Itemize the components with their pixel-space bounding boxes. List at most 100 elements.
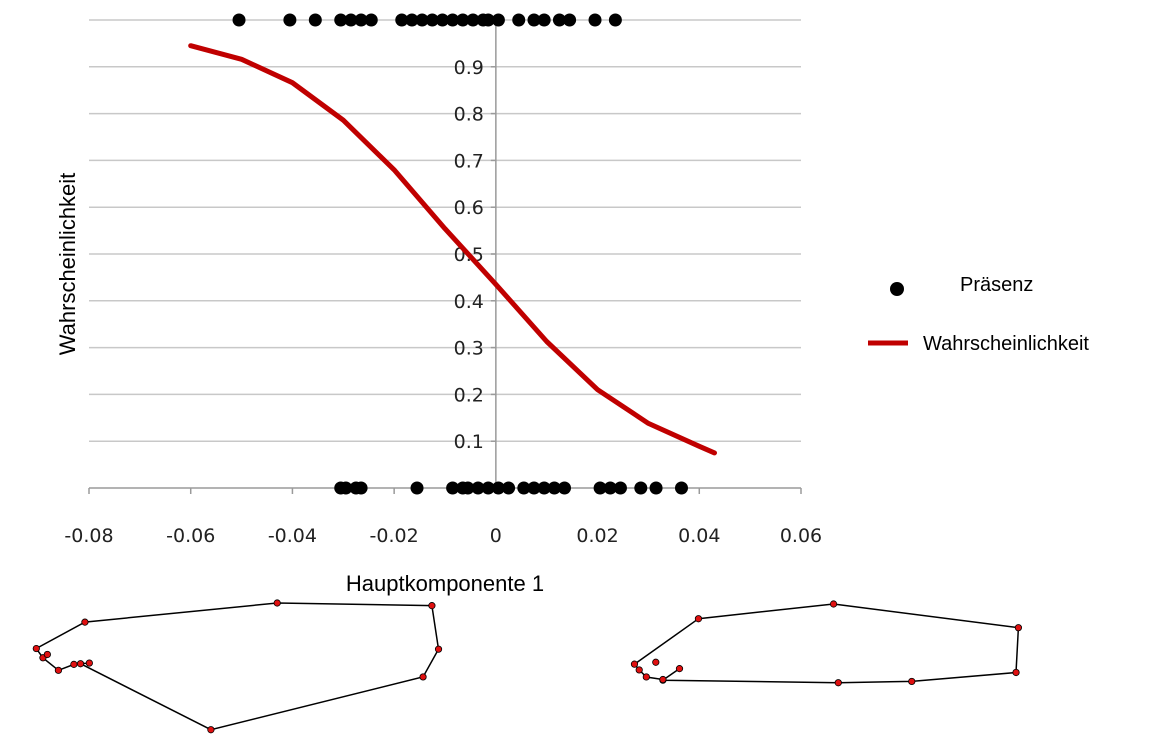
presence-point xyxy=(354,13,368,27)
outline-polygon xyxy=(35,602,440,731)
x-tick-label: 0 xyxy=(490,525,502,547)
landmark-point xyxy=(81,618,89,626)
landmark-point xyxy=(659,675,667,684)
presence-point xyxy=(537,481,551,495)
legend: Präsenz Wahrscheinlichkeit xyxy=(868,274,1089,355)
legend-label-probability: Wahrscheinlichkeit xyxy=(923,333,1089,355)
presence-point xyxy=(471,481,485,495)
x-tick-label: -0.04 xyxy=(268,525,317,547)
presence-point xyxy=(339,481,353,495)
presence-point xyxy=(491,13,505,27)
presence-point xyxy=(552,13,566,27)
presence-point xyxy=(603,481,617,495)
legend-marker-presence xyxy=(890,282,904,296)
outline-right xyxy=(630,600,1023,687)
x-tick-label: 0.02 xyxy=(576,525,618,547)
presence-point xyxy=(502,481,516,495)
presence-point xyxy=(446,13,460,27)
presence-point xyxy=(308,13,322,27)
presence-point xyxy=(613,481,627,495)
presence-point xyxy=(344,13,358,27)
plot-area: -0.08 -0.06 -0.04 -0.02 0 0.02 0.04 0.06 0.1 0.2… xyxy=(55,13,822,596)
y-tick-label: 0.9 xyxy=(454,57,484,79)
outline-left xyxy=(32,599,443,734)
y-axis-ticks: 0.10.20.30.40.50.60.70.80.9 xyxy=(454,57,496,453)
landmark-point xyxy=(1012,668,1020,677)
landmark-point xyxy=(419,673,427,681)
x-tick-label: -0.02 xyxy=(370,525,419,547)
landmark-point xyxy=(54,666,63,674)
presence-point xyxy=(588,13,602,27)
legend-label-presence: Präsenz xyxy=(960,274,1033,296)
x-tick-label: 0.06 xyxy=(780,525,822,547)
presence-point xyxy=(608,13,622,27)
presence-point xyxy=(674,481,688,495)
presence-point xyxy=(395,13,409,27)
presence-point xyxy=(527,13,541,27)
landmark-point xyxy=(635,666,643,674)
landmark-point xyxy=(694,615,703,623)
presence-point xyxy=(456,13,470,27)
presence-point xyxy=(547,481,561,495)
landmark-point xyxy=(829,600,838,608)
presence-point xyxy=(491,481,505,495)
presence-point xyxy=(527,481,541,495)
outline-shapes xyxy=(32,599,1023,734)
landmark-point xyxy=(834,679,842,687)
landmark-point xyxy=(43,650,51,659)
presence-point xyxy=(634,481,648,495)
presence-point xyxy=(354,481,368,495)
landmark-point xyxy=(434,645,443,653)
y-tick-label: 0.3 xyxy=(454,338,484,360)
outline-polygon xyxy=(633,603,1020,684)
presence-point xyxy=(446,481,460,495)
landmark-point xyxy=(70,660,78,668)
gridlines xyxy=(89,19,801,442)
presence-point xyxy=(435,13,449,27)
y-axis-title: Wahrscheinlichkeit xyxy=(55,173,80,356)
x-tick-label: -0.06 xyxy=(166,525,215,547)
presence-point xyxy=(593,481,607,495)
landmark-point xyxy=(273,599,281,607)
y-tick-label: 0.7 xyxy=(454,150,484,172)
landmark-point xyxy=(428,602,436,610)
presence-point xyxy=(649,481,663,495)
landmark-point xyxy=(76,660,85,668)
presence-point xyxy=(232,13,246,27)
presence-point xyxy=(364,13,378,27)
presence-point xyxy=(283,13,297,27)
x-axis-title: Hauptkomponente 1 xyxy=(346,571,544,596)
presence-point xyxy=(481,481,495,495)
presence-point xyxy=(563,13,577,27)
x-axis-ticks: -0.08 -0.06 -0.04 -0.02 0 0.02 0.04 0.06 xyxy=(64,488,822,547)
probability-line xyxy=(188,43,717,456)
landmark-point xyxy=(1014,624,1023,632)
y-tick-label: 0.4 xyxy=(454,291,484,313)
landmark-point xyxy=(652,658,660,666)
landmark-point xyxy=(85,659,93,667)
presence-point xyxy=(537,13,551,27)
landmark-point xyxy=(908,677,916,686)
presence-point xyxy=(558,481,572,495)
landmark-point xyxy=(642,673,650,681)
presence-point xyxy=(461,481,475,495)
presence-point xyxy=(410,481,424,495)
landmark-point xyxy=(32,644,40,653)
landmark-point xyxy=(630,660,639,668)
probability-curve xyxy=(188,43,717,456)
x-tick-label: -0.08 xyxy=(64,525,113,547)
x-tick-label: 0.04 xyxy=(678,525,720,547)
presence-point xyxy=(405,13,419,27)
presence-point xyxy=(517,481,531,495)
y-tick-label: 0.6 xyxy=(454,197,484,219)
presence-points xyxy=(232,13,688,495)
presence-point xyxy=(425,13,439,27)
y-tick-label: 0.1 xyxy=(454,431,484,453)
y-tick-label: 0.8 xyxy=(454,104,484,126)
y-tick-label: 0.2 xyxy=(454,384,484,406)
presence-point xyxy=(512,13,526,27)
presence-point xyxy=(481,13,495,27)
presence-point xyxy=(415,13,429,27)
presence-point xyxy=(466,13,480,27)
